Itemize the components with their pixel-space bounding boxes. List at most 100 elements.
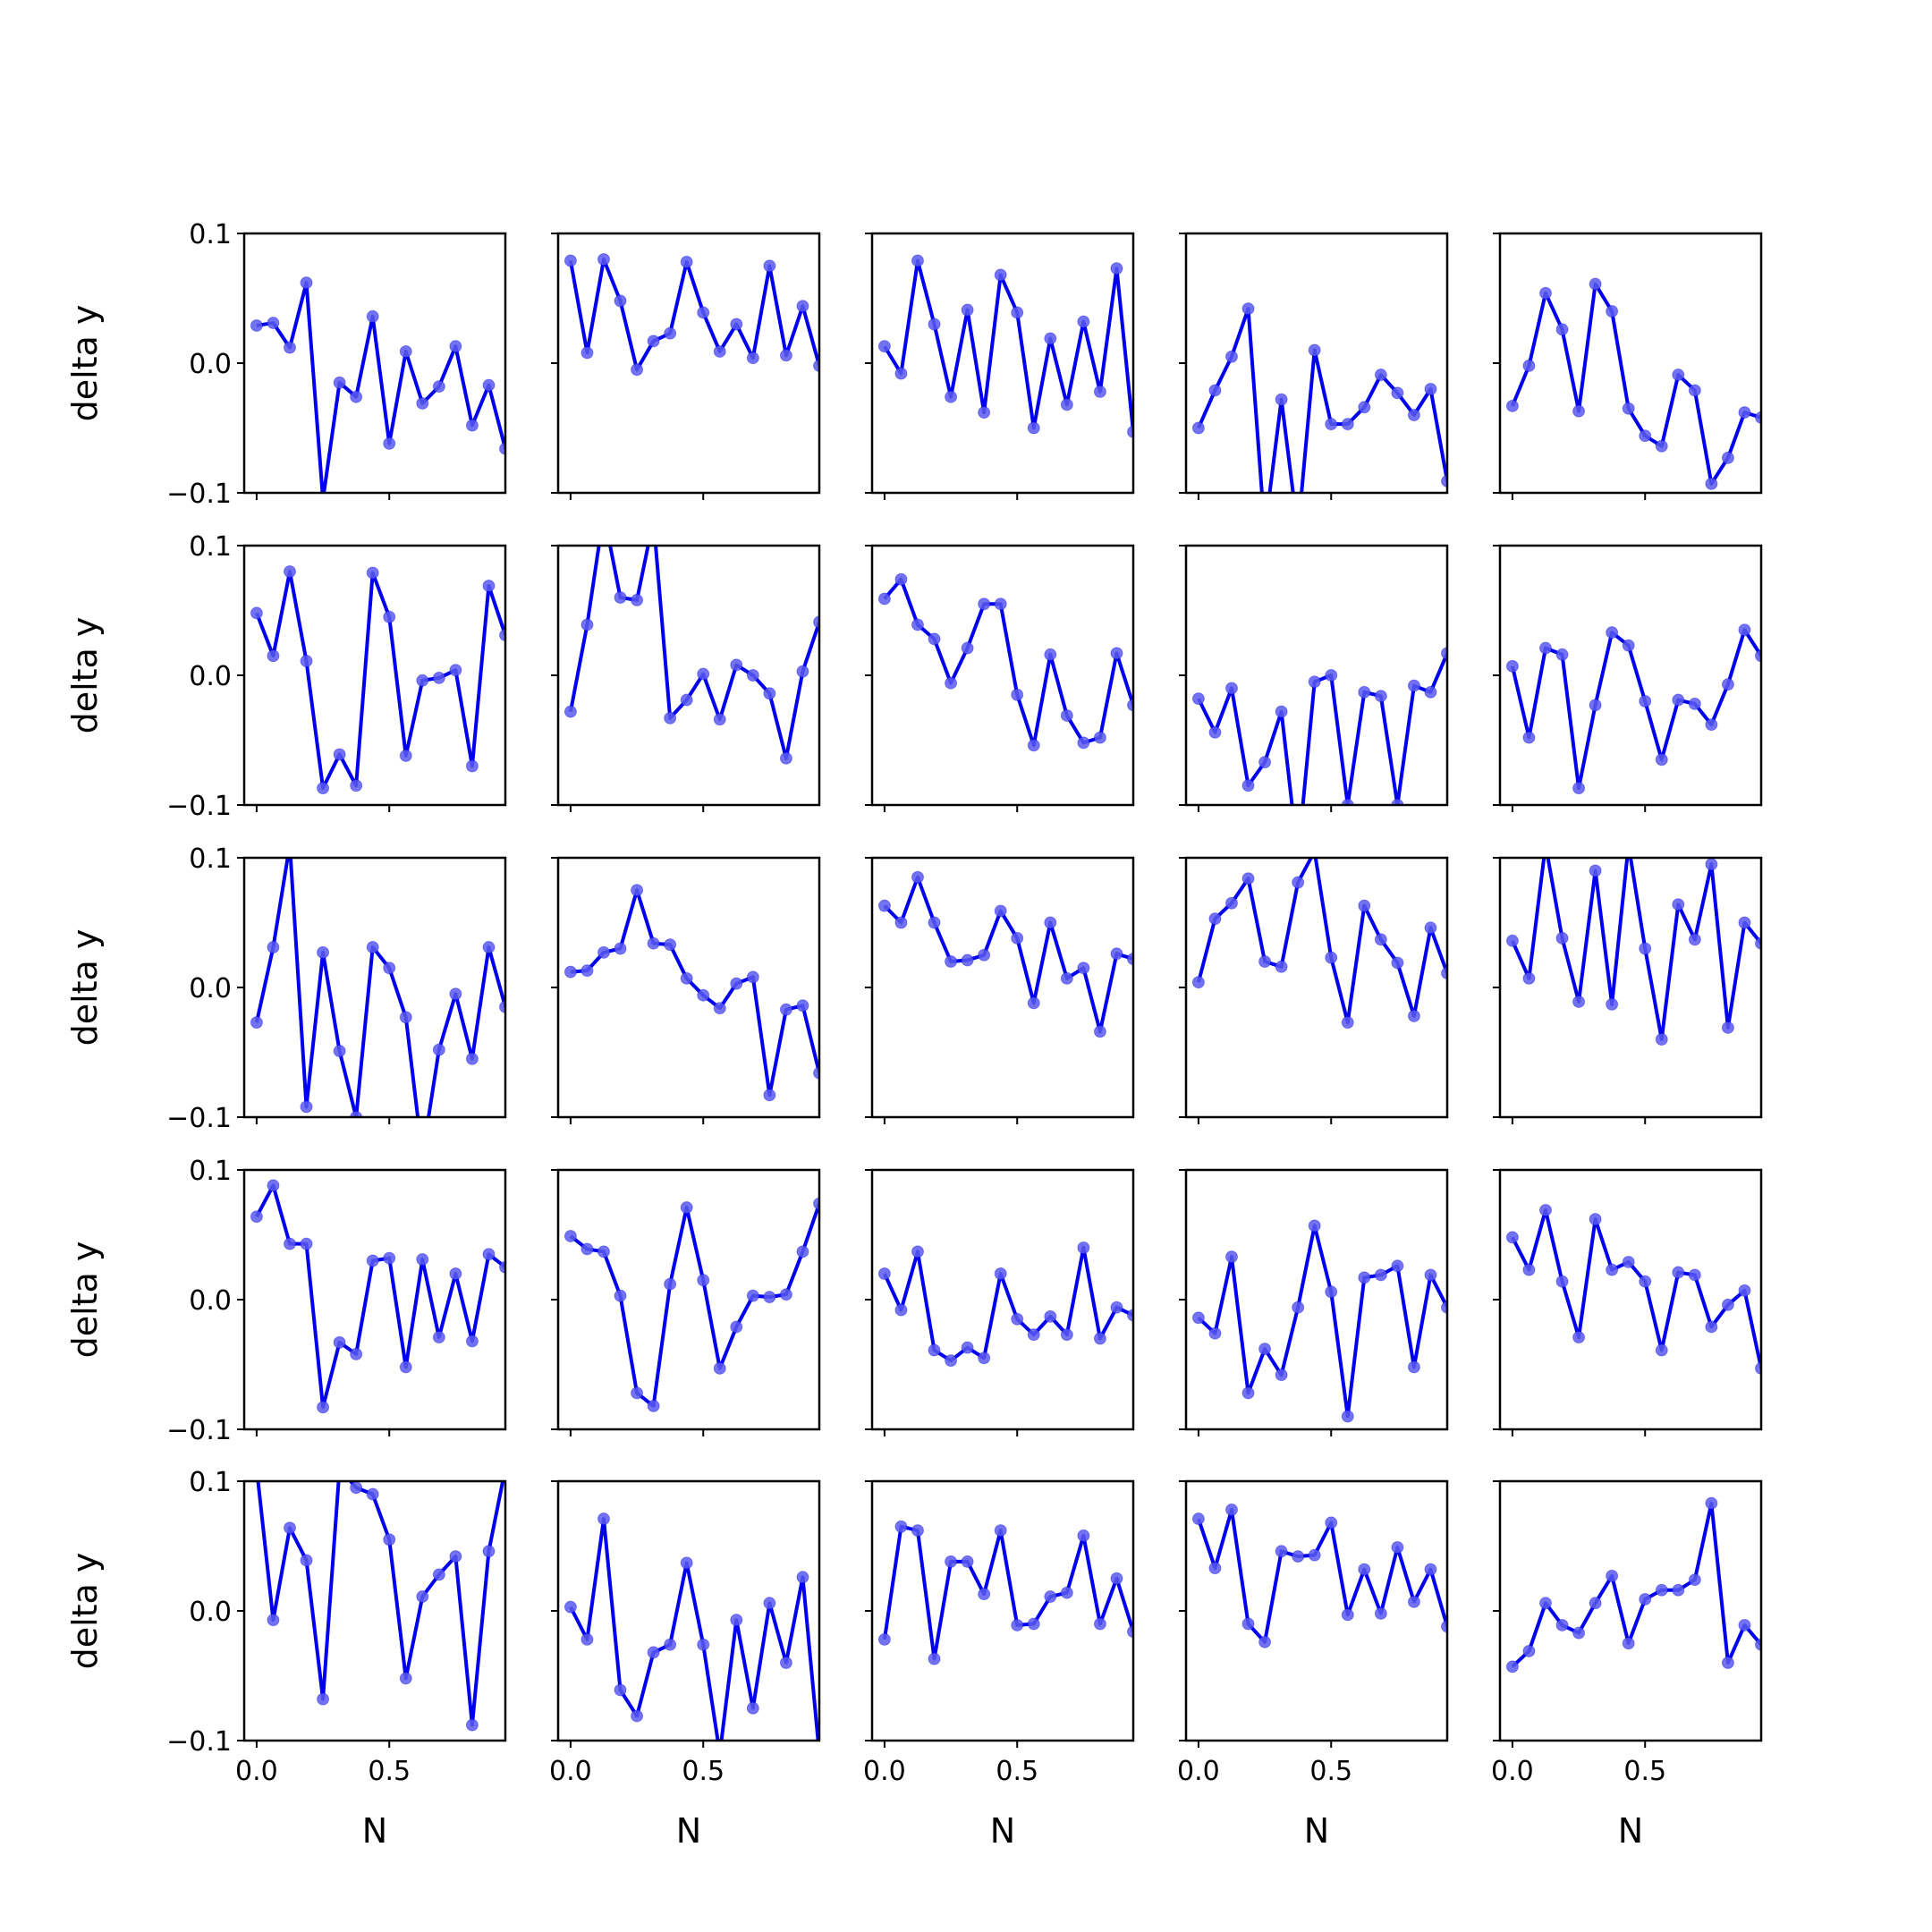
data-point: [978, 406, 991, 419]
data-point: [1325, 1516, 1338, 1530]
data-point: [1011, 688, 1024, 701]
data-point: [1606, 1263, 1619, 1276]
data-point: [1077, 1529, 1090, 1542]
data-point: [1755, 1361, 1761, 1375]
data-point: [1027, 996, 1040, 1010]
data-point: [994, 268, 1007, 282]
data-point: [894, 916, 908, 929]
data-point: [1538, 1597, 1552, 1610]
data-point: [1407, 409, 1420, 421]
data-point: [350, 779, 363, 792]
data-point: [564, 1229, 577, 1242]
data-point: [250, 318, 263, 332]
data-point: [1705, 858, 1718, 871]
data-point: [432, 1331, 445, 1344]
data-point: [647, 936, 660, 950]
data-point: [1589, 699, 1602, 712]
data-point: [1721, 1021, 1734, 1034]
data-point: [1044, 916, 1057, 929]
data-point: [1721, 678, 1734, 691]
data-point: [300, 276, 313, 290]
data-point: [1093, 1332, 1106, 1345]
y-tick-label: −0.1: [166, 1726, 232, 1758]
subplot-2-5: [1493, 544, 1763, 812]
data-point: [564, 965, 577, 979]
data-point: [614, 1683, 627, 1697]
data-point: [1241, 872, 1255, 886]
data-point: [1522, 1644, 1536, 1657]
data-point: [1505, 1660, 1519, 1674]
subplot-3-4: [1179, 856, 1449, 1124]
subplot-1-1: 0.1 0.0 −0.1 delta y: [65, 219, 507, 510]
data-point: [1391, 386, 1404, 400]
data-point: [1655, 1343, 1668, 1357]
subplot-3-5: [1493, 856, 1763, 1124]
data-point: [647, 1399, 660, 1412]
data-point: [1110, 262, 1123, 275]
data-point: [1292, 1301, 1305, 1314]
data-point: [945, 1354, 958, 1368]
data-point: [1374, 933, 1387, 946]
data-point: [911, 1245, 924, 1258]
data-point: [1208, 384, 1222, 397]
data-point: [432, 380, 445, 394]
data-point: [1639, 695, 1652, 708]
data-point: [1424, 1563, 1437, 1576]
series-line: [883, 875, 1133, 1034]
data-point: [366, 566, 379, 580]
y-tick-label: 0.0: [189, 349, 232, 380]
y-tick-label: 0.0: [189, 661, 232, 692]
data-point: [1110, 1572, 1123, 1585]
data-point: [1407, 1009, 1420, 1022]
data-point: [1093, 1025, 1106, 1038]
data-point: [1639, 942, 1652, 955]
data-point: [283, 1521, 296, 1535]
data-point: [499, 1000, 505, 1013]
data-point: [267, 941, 280, 954]
data-point: [1191, 692, 1205, 706]
data-point: [978, 597, 991, 611]
data-point: [1358, 1271, 1371, 1284]
data-layer: [1191, 302, 1447, 493]
data-point: [333, 1335, 346, 1349]
data-point: [796, 999, 809, 1013]
data-point: [1110, 947, 1123, 961]
data-point: [1688, 933, 1701, 946]
data-point: [1622, 1637, 1635, 1650]
data-point: [1572, 1331, 1586, 1344]
data-point: [366, 941, 379, 954]
data-point: [1258, 1343, 1272, 1356]
data-point: [1705, 1320, 1718, 1334]
x-tick-label: 0.0: [1491, 1756, 1534, 1787]
data-point: [1258, 955, 1272, 968]
data-point: [796, 1571, 809, 1584]
data-point: [994, 1267, 1007, 1280]
data-point: [614, 942, 627, 955]
data-point: [399, 1672, 412, 1685]
data-point: [1407, 679, 1420, 692]
series-line: [882, 1524, 1133, 1661]
data-point: [1538, 1203, 1552, 1216]
data-point: [1208, 1326, 1222, 1340]
data-point: [779, 1657, 792, 1669]
data-point: [432, 671, 445, 684]
data-point: [597, 253, 610, 266]
data-point: [482, 941, 496, 954]
data-point: [664, 1277, 677, 1291]
data-point: [317, 1401, 330, 1414]
data-point: [1639, 429, 1652, 443]
data-point: [1555, 648, 1569, 661]
data-point: [713, 1361, 726, 1375]
data-point: [350, 1111, 363, 1117]
data-point: [1688, 697, 1701, 710]
data-point: [1705, 477, 1718, 490]
data-point: [317, 945, 330, 959]
data-point: [250, 1210, 263, 1224]
data-point: [300, 655, 313, 668]
series-line: [883, 577, 1133, 748]
data-layer: [250, 276, 505, 493]
data-point: [1407, 1595, 1420, 1608]
y-tick-label: 0.1: [189, 219, 232, 250]
data-point: [796, 665, 809, 678]
data-point: [1325, 418, 1338, 431]
